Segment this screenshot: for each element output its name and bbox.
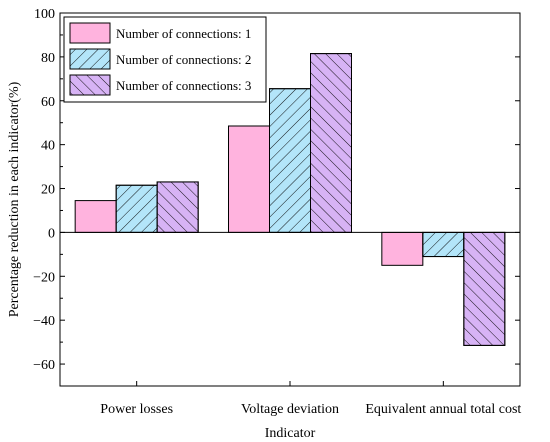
y-tick-label: 40	[41, 139, 55, 154]
y-tick-label: −40	[33, 314, 55, 329]
x-tick-label: Equivalent annual total cost	[365, 402, 521, 417]
x-axis: Power losses Voltage deviation Equivalent …	[100, 381, 521, 417]
bar	[74, 200, 117, 233]
legend-label: Number of connections: 2	[116, 52, 251, 67]
legend-swatch-hatch	[69, 74, 111, 96]
x-axis-label: Indicator	[265, 426, 316, 441]
bar	[228, 125, 270, 233]
bars-layer	[74, 53, 506, 346]
bar-hatch	[463, 231, 506, 346]
y-tick-label: 0	[48, 226, 55, 241]
legend-swatch	[69, 22, 111, 44]
bar-hatch	[422, 231, 465, 258]
bar-hatch	[269, 88, 311, 233]
legend-label: Number of connections: 1	[116, 26, 251, 41]
legend-label: Number of connections: 3	[116, 78, 251, 93]
y-tick-label: 60	[41, 95, 55, 110]
x-tick-label: Voltage deviation	[241, 402, 339, 417]
y-axis: −60 −40 −20 0 20 40 60 80 100	[33, 7, 520, 387]
y-tick-label: 20	[41, 183, 55, 198]
bar	[381, 231, 424, 266]
y-tick-label: 80	[41, 51, 55, 66]
y-tick-label: −20	[33, 270, 55, 285]
y-tick-label: 100	[34, 7, 55, 22]
bar-hatch	[156, 181, 199, 233]
y-axis-label: Percentage reduction in each indicator(%…	[7, 81, 22, 317]
bar-hatch	[310, 53, 352, 233]
legend: Number of connections: 1 Number of connec…	[63, 16, 267, 103]
bar-hatch	[115, 184, 158, 233]
y-tick-label: −60	[33, 358, 55, 373]
x-tick-label: Power losses	[100, 402, 173, 417]
legend-swatch-hatch	[69, 48, 111, 70]
